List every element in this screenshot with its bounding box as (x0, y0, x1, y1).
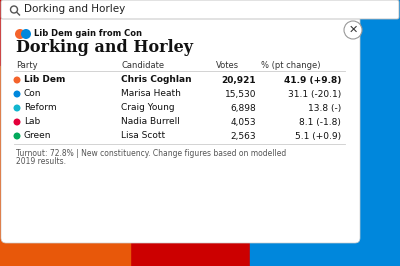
Circle shape (15, 29, 25, 39)
Text: Party: Party (16, 61, 38, 70)
Text: Chris Coghlan: Chris Coghlan (121, 76, 192, 85)
Text: 8.1 (-1.8): 8.1 (-1.8) (299, 118, 341, 127)
Text: Lib Dem gain from Con: Lib Dem gain from Con (34, 30, 142, 39)
Text: Dorking and Horley: Dorking and Horley (16, 39, 193, 56)
Text: 2,563: 2,563 (230, 131, 256, 140)
Text: Craig Young: Craig Young (121, 103, 175, 113)
Circle shape (14, 118, 20, 126)
Text: % (pt change): % (pt change) (261, 61, 320, 70)
Text: Candidate: Candidate (121, 61, 164, 70)
Text: 5.1 (+0.9): 5.1 (+0.9) (295, 131, 341, 140)
Text: 31.1 (-20.1): 31.1 (-20.1) (288, 89, 341, 98)
Text: Lab: Lab (24, 118, 40, 127)
Text: 15,530: 15,530 (224, 89, 256, 98)
Text: Con: Con (24, 89, 42, 98)
Circle shape (14, 105, 20, 111)
Text: Lisa Scott: Lisa Scott (121, 131, 165, 140)
Bar (300, 0, 400, 266)
Text: 4,053: 4,053 (230, 118, 256, 127)
Text: Turnout: 72.8% | New constituency. Change figures based on modelled: Turnout: 72.8% | New constituency. Chang… (16, 149, 286, 158)
Text: 2019 results.: 2019 results. (16, 157, 66, 166)
Text: Nadia Burrell: Nadia Burrell (121, 118, 180, 127)
Text: Green: Green (24, 131, 52, 140)
Bar (0, 66, 60, 266)
Text: 41.9 (+9.8): 41.9 (+9.8) (284, 76, 341, 85)
Circle shape (14, 132, 20, 139)
Circle shape (14, 77, 20, 84)
Text: 6,898: 6,898 (230, 103, 256, 113)
Circle shape (14, 90, 20, 98)
Text: ✕: ✕ (348, 25, 358, 35)
Circle shape (344, 21, 362, 39)
FancyBboxPatch shape (1, 15, 360, 243)
Text: Lib Dem: Lib Dem (24, 76, 65, 85)
Text: 20,921: 20,921 (221, 76, 256, 85)
Text: Reform: Reform (24, 103, 57, 113)
Text: Dorking and Horley: Dorking and Horley (24, 5, 125, 15)
Bar (250, 136, 400, 266)
Text: Votes: Votes (216, 61, 239, 70)
Text: Marisa Heath: Marisa Heath (121, 89, 181, 98)
Bar (0, 206, 130, 266)
Circle shape (21, 29, 31, 39)
Text: 13.8 (-): 13.8 (-) (308, 103, 341, 113)
FancyBboxPatch shape (1, 0, 399, 19)
